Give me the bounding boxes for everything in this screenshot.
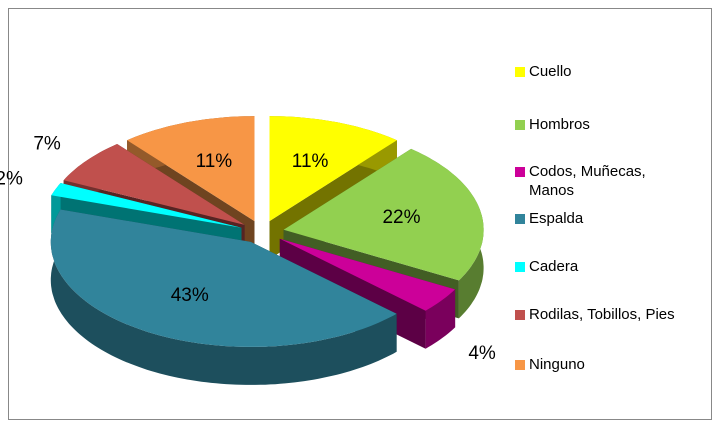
slice-wall [50,209,397,385]
legend-swatch [515,120,525,130]
slice [269,116,397,222]
legend-item: Rodilas, Tobillos, Pies [515,305,710,324]
slice-wall [425,289,456,349]
legend-swatch [515,167,525,177]
data-label: 11% [292,151,329,172]
slice [127,116,255,222]
legend-label: Rodilas, Tobillos, Pies [529,306,675,323]
legend-label: Hombros [529,116,590,133]
legend-item: Codos, Muñecas, Manos [515,162,710,200]
data-label: 43% [171,285,209,306]
data-label: 7% [33,133,61,154]
slice [283,148,484,281]
legend-item: Cuello [515,62,710,81]
legend-label: Codos, Muñecas, Manos [529,163,646,199]
legend-label: Cadera [529,258,579,275]
legend-label: Cuello [529,63,572,80]
legend-swatch [515,360,525,370]
legend-swatch [515,67,525,77]
data-label: 4% [468,343,496,364]
legend-label: Espalda [529,210,584,227]
slice [50,209,397,347]
legend-item: Ninguno [515,355,710,374]
data-label: 22% [382,207,420,228]
legend-swatch [515,310,525,320]
legend-swatch [515,214,525,224]
slice [279,238,456,311]
legend-label: Ninguno [529,356,585,373]
slice [51,183,242,228]
legend-item: Espalda [515,209,710,228]
legend-item: Cadera [515,257,710,276]
data-label: 2% [0,168,23,189]
data-label: 11% [196,151,233,172]
legend-swatch [515,262,525,272]
legend-item: Hombros [515,115,710,134]
slice [63,144,245,225]
